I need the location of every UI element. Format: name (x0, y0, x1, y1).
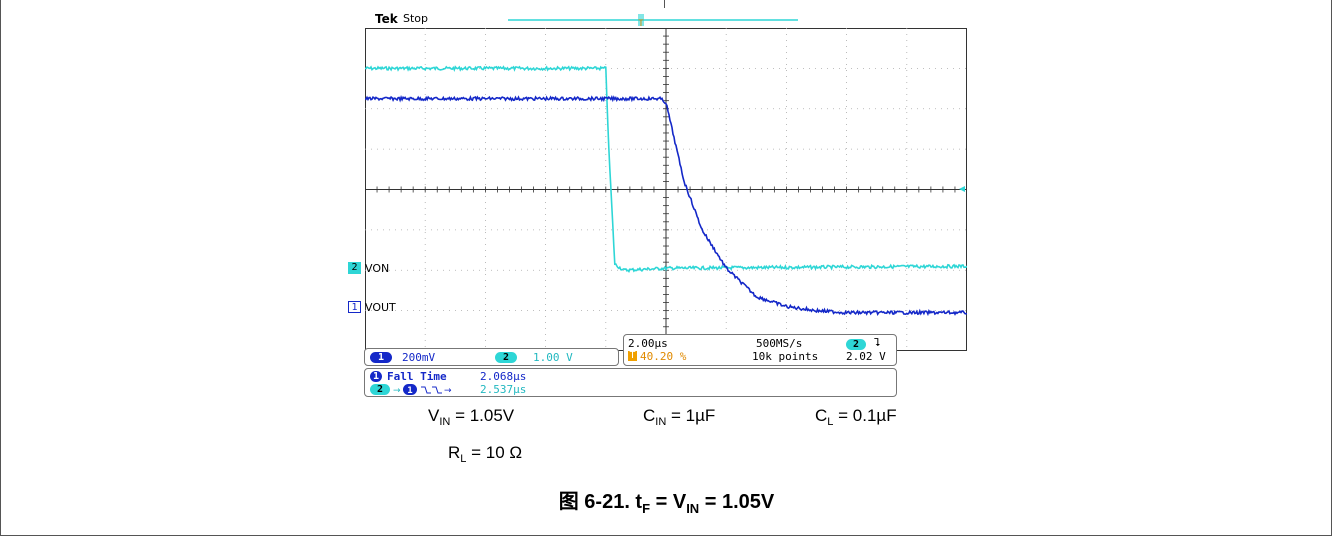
acquisition-status: Stop (403, 12, 429, 25)
meas1-label: Fall Time (387, 370, 447, 383)
trigger-position-icon: T (628, 350, 637, 361)
time-per-div: 2.00µs (628, 337, 668, 350)
ch2-badge: 2 (495, 352, 517, 363)
measurement-box: 1 Fall Time 2.068µs 2 → 1 → 2.537µs (364, 368, 897, 397)
trace-vout (365, 94, 967, 317)
ch1-badge: 1 (370, 352, 392, 363)
meas1-value: 2.068µs (480, 370, 527, 383)
condition-cin: CIN = 1µF (643, 406, 716, 428)
ch1-label: VOUT (365, 301, 396, 314)
record-length: 10k points (752, 350, 819, 363)
trigger-level-marker (959, 186, 965, 192)
delay-arrow-icon: → 1 → (393, 384, 452, 396)
condition-vin: VIN = 1.05V (428, 406, 515, 428)
trigger-slope: ⮧ (874, 336, 881, 349)
trigger-channel-badge: 2 (846, 339, 866, 350)
trigger-level: 2.02 V (846, 350, 886, 363)
trigger-position: 40.20 % (640, 350, 687, 363)
ch2-label: VON (365, 262, 390, 275)
svg-text:→: → (444, 386, 452, 396)
tek-logo: Tek (375, 12, 398, 26)
ch2-ground-marker: 2 (348, 262, 361, 274)
timebase-box: 2.00µs 500MS/s 2 ⮧ T 40.20 % 10k points … (623, 334, 897, 366)
meas1-source-badge: 1 (370, 371, 382, 382)
frame-divider-tick (664, 0, 665, 8)
ch1-scale: 200mV (402, 351, 436, 364)
svg-text:T: T (638, 19, 644, 28)
ch1-ground-marker: 1 (348, 301, 361, 313)
meas2-source-badge: 2 (370, 384, 390, 395)
traces (365, 65, 967, 317)
condition-cl: CL = 0.1µF (815, 406, 897, 428)
condition-rl: RL = 10 Ω (448, 443, 523, 465)
figure-caption: 图 6-21. tF = VIN = 1.05V (558, 491, 775, 516)
ch2-scale: 1.00 V (533, 351, 573, 364)
channel-scale-box: 1 200mV 2 1.00 V (364, 348, 619, 366)
trace-von (365, 65, 967, 274)
svg-text:→: → (393, 386, 401, 396)
meas2-value: 2.537µs (480, 383, 527, 396)
scope-graticule (365, 28, 967, 351)
record-overview-bar: T (508, 14, 798, 28)
svg-text:1: 1 (407, 386, 412, 396)
sample-rate: 500MS/s (756, 337, 803, 350)
